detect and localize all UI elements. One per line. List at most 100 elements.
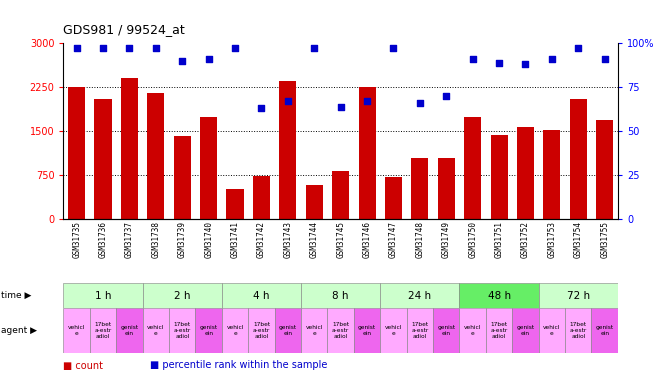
Text: 17bet
a-estr
adiol: 17bet a-estr adiol (570, 322, 587, 339)
Bar (226, 189, 244, 219)
Text: 17bet
a-estr
adiol: 17bet a-estr adiol (411, 322, 428, 339)
Bar (490, 135, 508, 219)
Bar (68, 87, 86, 219)
Text: 17bet
a-estr
adiol: 17bet a-estr adiol (94, 322, 112, 339)
Bar (169, 308, 196, 353)
Bar (301, 283, 380, 308)
Point (520, 61, 531, 67)
Bar (565, 308, 591, 353)
Bar (121, 78, 138, 219)
Bar (332, 171, 349, 219)
Text: ■ count: ■ count (63, 360, 104, 370)
Text: vehicl
e: vehicl e (385, 326, 402, 336)
Text: GDS981 / 99524_at: GDS981 / 99524_at (63, 22, 185, 36)
Text: 2 h: 2 h (174, 291, 190, 301)
Point (203, 56, 214, 62)
Text: genist
ein: genist ein (200, 326, 218, 336)
Text: vehicl
e: vehicl e (305, 326, 323, 336)
Bar (143, 283, 222, 308)
Text: GSM31747: GSM31747 (389, 220, 398, 258)
Bar (174, 136, 191, 219)
Bar (222, 308, 248, 353)
Text: 17bet
a-estr
adiol: 17bet a-estr adiol (253, 322, 270, 339)
Bar (385, 177, 402, 219)
Bar (591, 308, 618, 353)
Text: genist
ein: genist ein (596, 326, 614, 336)
Text: vehicl
e: vehicl e (147, 326, 164, 336)
Point (441, 93, 452, 99)
Point (283, 98, 293, 104)
Text: genist
ein: genist ein (516, 326, 534, 336)
Text: GSM31735: GSM31735 (72, 220, 81, 258)
Bar (143, 308, 169, 353)
Text: vehicl
e: vehicl e (226, 326, 244, 336)
Bar (411, 158, 428, 219)
Bar (63, 283, 143, 308)
Bar (116, 308, 143, 353)
Bar (327, 308, 354, 353)
Text: GSM31742: GSM31742 (257, 220, 266, 258)
Point (573, 45, 584, 51)
Text: 48 h: 48 h (488, 291, 510, 301)
Bar (433, 308, 460, 353)
Text: ■ percentile rank within the sample: ■ percentile rank within the sample (150, 360, 328, 370)
Bar (248, 308, 275, 353)
Bar (596, 120, 613, 219)
Point (362, 98, 373, 104)
Point (98, 45, 108, 51)
Bar (63, 308, 90, 353)
Text: GSM31743: GSM31743 (283, 220, 293, 258)
Point (388, 45, 399, 51)
Bar (486, 308, 512, 353)
Bar (407, 308, 433, 353)
Text: GSM31745: GSM31745 (336, 220, 345, 258)
Text: 4 h: 4 h (253, 291, 270, 301)
Text: GSM31736: GSM31736 (99, 220, 108, 258)
Text: genist
ein: genist ein (120, 326, 138, 336)
Point (230, 45, 240, 51)
Text: 17bet
a-estr
adiol: 17bet a-estr adiol (490, 322, 508, 339)
Text: GSM31740: GSM31740 (204, 220, 213, 258)
Text: GSM31741: GSM31741 (230, 220, 240, 258)
Bar (538, 283, 618, 308)
Text: GSM31746: GSM31746 (363, 220, 371, 258)
Bar (464, 117, 481, 219)
Bar (90, 308, 116, 353)
Bar (359, 87, 375, 219)
Bar (512, 308, 538, 353)
Point (309, 45, 319, 51)
Point (415, 100, 426, 106)
Bar (253, 177, 270, 219)
Bar (222, 283, 301, 308)
Bar (200, 117, 217, 219)
Bar (460, 308, 486, 353)
Text: 1 h: 1 h (95, 291, 112, 301)
Point (546, 56, 557, 62)
Bar (380, 308, 407, 353)
Bar (354, 308, 380, 353)
Text: GSM31744: GSM31744 (310, 220, 319, 258)
Text: GSM31755: GSM31755 (601, 220, 609, 258)
Text: GSM31754: GSM31754 (574, 220, 582, 258)
Text: GSM31751: GSM31751 (494, 220, 504, 258)
Text: 17bet
a-estr
adiol: 17bet a-estr adiol (332, 322, 349, 339)
Point (124, 45, 135, 51)
Text: GSM31749: GSM31749 (442, 220, 451, 258)
Point (468, 56, 478, 62)
Bar (279, 81, 297, 219)
Bar (460, 283, 538, 308)
Point (256, 105, 267, 111)
Point (71, 45, 82, 51)
Text: 8 h: 8 h (333, 291, 349, 301)
Bar (543, 130, 560, 219)
Bar (380, 283, 460, 308)
Point (599, 56, 610, 62)
Text: 24 h: 24 h (408, 291, 432, 301)
Bar (275, 308, 301, 353)
Text: GSM31739: GSM31739 (178, 220, 187, 258)
Bar (570, 99, 587, 219)
Text: GSM31748: GSM31748 (415, 220, 424, 258)
Text: GSM31753: GSM31753 (547, 220, 556, 258)
Point (150, 45, 161, 51)
Bar (438, 158, 455, 219)
